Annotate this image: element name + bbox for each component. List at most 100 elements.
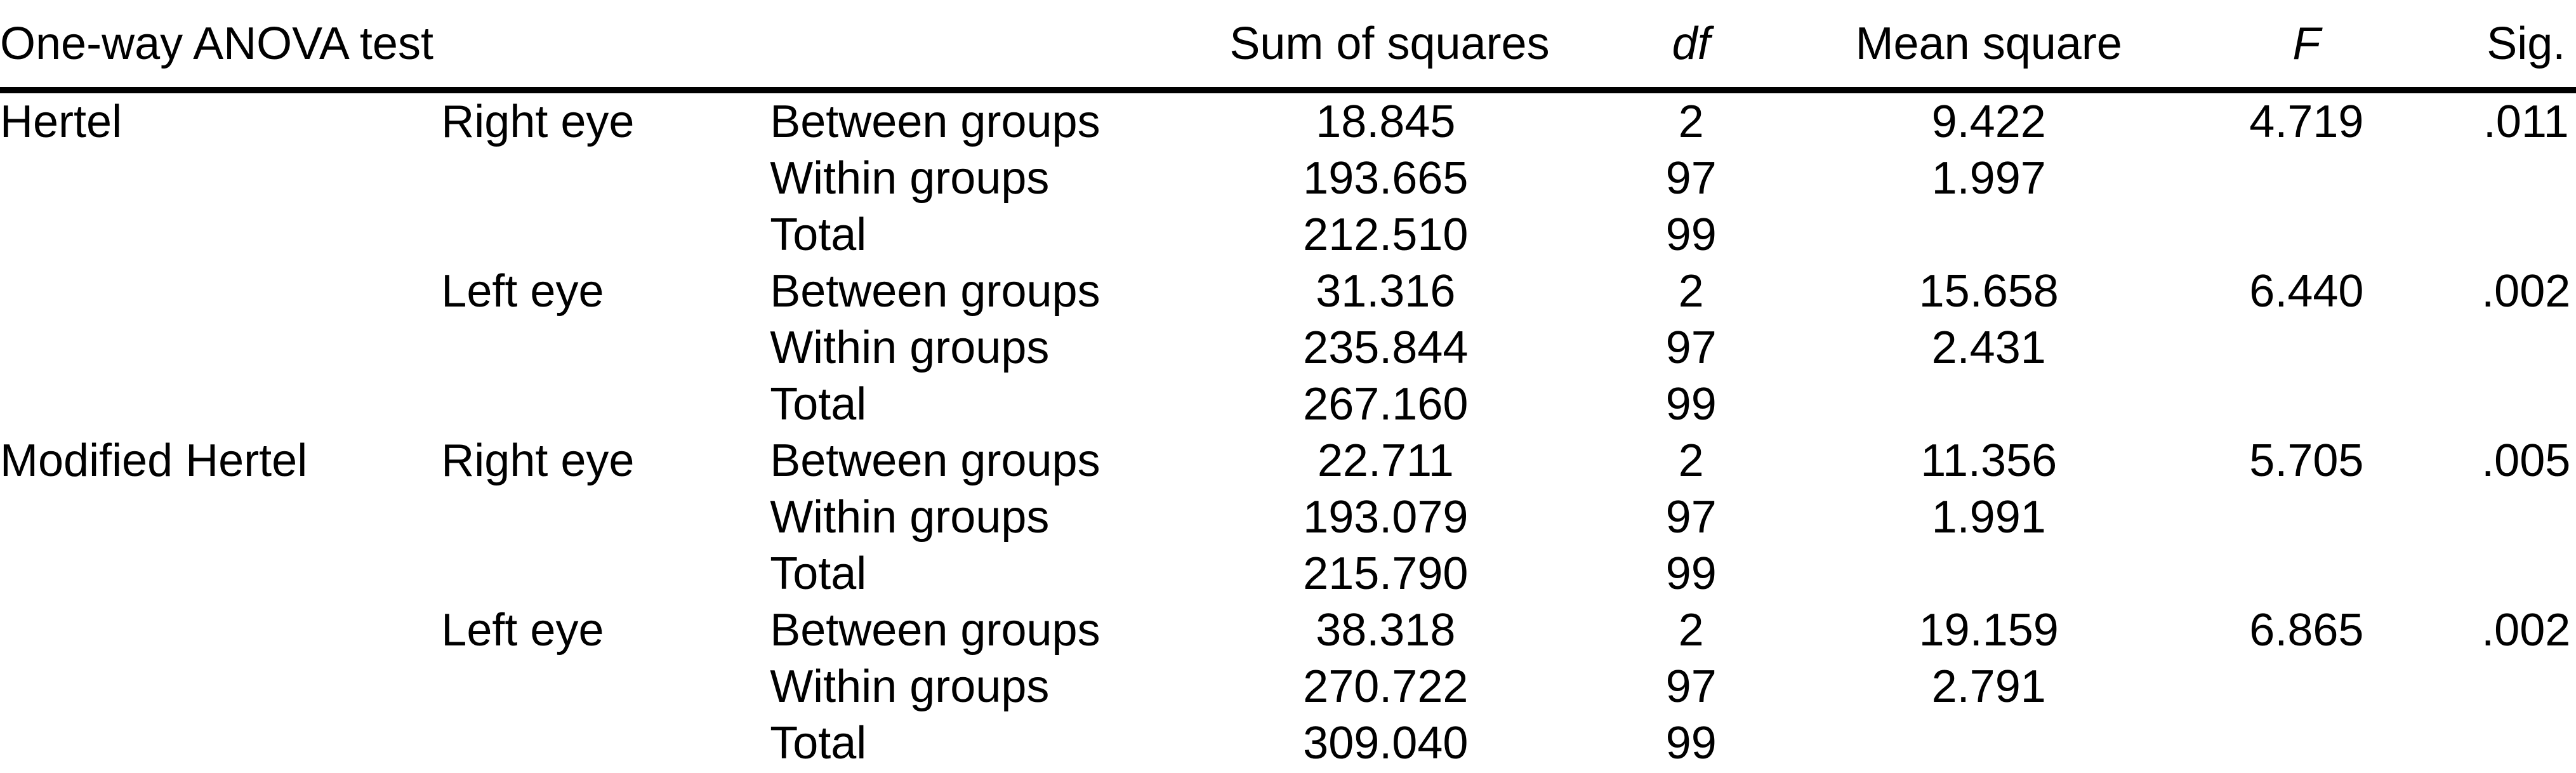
method-cell bbox=[0, 545, 441, 602]
eye-cell bbox=[441, 319, 770, 376]
table-row: Left eye Between groups 38.318 2 19.159 … bbox=[0, 602, 2576, 658]
table-row: Total 212.510 99 bbox=[0, 206, 2576, 263]
eye-cell bbox=[441, 376, 770, 432]
table-row: Total 215.790 99 bbox=[0, 545, 2576, 602]
eye-cell bbox=[441, 206, 770, 263]
method-cell bbox=[0, 489, 441, 545]
eye-cell: Left eye bbox=[441, 604, 604, 656]
df-cell: 99 bbox=[1665, 717, 1717, 769]
sum-of-squares-cell: 215.790 bbox=[1303, 548, 1469, 599]
sum-of-squares-cell: 212.510 bbox=[1303, 209, 1469, 260]
sum-of-squares-cell: 309.040 bbox=[1303, 717, 1469, 769]
method-cell bbox=[0, 150, 441, 206]
df-cell: 99 bbox=[1665, 378, 1717, 430]
mean-square-cell: 2.431 bbox=[1931, 322, 2046, 373]
sum-of-squares-cell: 31.316 bbox=[1316, 265, 1456, 317]
sum-of-squares-cell: 22.711 bbox=[1317, 435, 1454, 486]
f-cell bbox=[2137, 489, 2476, 545]
f-cell bbox=[2137, 658, 2476, 715]
method-cell bbox=[0, 602, 441, 658]
f-cell bbox=[2137, 150, 2476, 206]
method-cell bbox=[0, 658, 441, 715]
col-header-sum-of-squares: Sum of squares bbox=[1229, 0, 1550, 93]
f-cell bbox=[2137, 206, 2476, 263]
sum-of-squares-cell: 18.845 bbox=[1316, 96, 1456, 147]
eye-cell bbox=[441, 489, 770, 545]
sig-cell bbox=[2476, 150, 2576, 206]
group-cell: Within groups bbox=[770, 491, 1050, 543]
eye-cell bbox=[441, 658, 770, 715]
group-cell: Between groups bbox=[770, 96, 1100, 147]
table-row: Total 309.040 99 bbox=[0, 715, 2576, 771]
method-cell bbox=[0, 319, 441, 376]
mean-square-cell bbox=[1840, 206, 2137, 263]
method-cell bbox=[0, 715, 441, 771]
eye-cell bbox=[441, 545, 770, 602]
header-row: One-way ANOVA test Sum of squares df Mea… bbox=[0, 0, 2576, 93]
df-cell: 2 bbox=[1678, 96, 1704, 147]
col-header-mean-square: Mean square bbox=[1840, 0, 2137, 93]
group-cell: Between groups bbox=[770, 265, 1100, 317]
sum-of-squares-cell: 267.160 bbox=[1303, 378, 1469, 430]
df-cell: 2 bbox=[1678, 604, 1704, 656]
mean-square-cell bbox=[1840, 715, 2137, 771]
df-cell: 2 bbox=[1678, 435, 1704, 486]
sum-of-squares-cell: 270.722 bbox=[1303, 661, 1469, 712]
sig-cell bbox=[2476, 658, 2576, 715]
table-title: One-way ANOVA test bbox=[0, 0, 1230, 93]
df-cell: 97 bbox=[1665, 491, 1717, 543]
group-cell: Within groups bbox=[770, 661, 1050, 712]
df-cell: 2 bbox=[1678, 265, 1704, 317]
df-cell: 99 bbox=[1665, 548, 1717, 599]
group-cell: Within groups bbox=[770, 322, 1050, 373]
sig-cell bbox=[2476, 545, 2576, 602]
eye-cell bbox=[441, 715, 770, 771]
table-row: Total 267.160 99 bbox=[0, 376, 2576, 432]
f-cell: 5.705 bbox=[2249, 435, 2364, 486]
table-row: Within groups 193.665 97 1.997 bbox=[0, 150, 2576, 206]
sum-of-squares-cell: 193.079 bbox=[1303, 491, 1469, 543]
f-cell bbox=[2137, 376, 2476, 432]
eye-cell bbox=[441, 150, 770, 206]
table-row: Hertel Right eye Between groups 18.845 2… bbox=[0, 90, 2576, 150]
df-cell: 97 bbox=[1665, 322, 1717, 373]
sig-cell bbox=[2476, 206, 2576, 263]
sig-cell bbox=[2476, 376, 2576, 432]
sig-cell: .002 bbox=[2481, 604, 2571, 656]
f-cell: 6.865 bbox=[2249, 604, 2364, 656]
col-header-df: df bbox=[1542, 0, 1841, 93]
f-cell: 6.440 bbox=[2249, 265, 2364, 317]
mean-square-cell: 19.159 bbox=[1919, 604, 2059, 656]
sum-of-squares-cell: 235.844 bbox=[1303, 322, 1469, 373]
method-cell bbox=[0, 206, 441, 263]
mean-square-cell: 2.791 bbox=[1931, 661, 2046, 712]
sig-cell: .005 bbox=[2481, 435, 2571, 486]
f-cell: 4.719 bbox=[2249, 96, 2364, 147]
group-cell: Total bbox=[770, 209, 867, 260]
group-cell: Between groups bbox=[770, 604, 1100, 656]
group-cell: Total bbox=[770, 717, 867, 769]
sig-cell bbox=[2476, 319, 2576, 376]
sig-cell bbox=[2476, 715, 2576, 771]
method-cell bbox=[0, 263, 441, 319]
df-cell: 99 bbox=[1665, 209, 1717, 260]
method-cell bbox=[0, 376, 441, 432]
sum-of-squares-cell: 38.318 bbox=[1316, 604, 1456, 656]
table-row: Left eye Between groups 31.316 2 15.658 … bbox=[0, 263, 2576, 319]
df-cell: 97 bbox=[1665, 152, 1717, 204]
mean-square-cell: 1.991 bbox=[1931, 491, 2046, 543]
f-cell bbox=[2137, 319, 2476, 376]
mean-square-cell: 15.658 bbox=[1919, 265, 2059, 317]
f-cell bbox=[2137, 715, 2476, 771]
mean-square-cell: 1.997 bbox=[1931, 152, 2046, 204]
sig-cell: .011 bbox=[2483, 96, 2569, 147]
group-cell: Total bbox=[770, 548, 867, 599]
eye-cell: Right eye bbox=[441, 96, 635, 147]
table-row: Modified Hertel Right eye Between groups… bbox=[0, 432, 2576, 489]
mean-square-cell: 11.356 bbox=[1920, 435, 2057, 486]
table-row: Within groups 193.079 97 1.991 bbox=[0, 489, 2576, 545]
method-cell: Modified Hertel bbox=[0, 435, 308, 486]
method-cell: Hertel bbox=[0, 96, 122, 147]
